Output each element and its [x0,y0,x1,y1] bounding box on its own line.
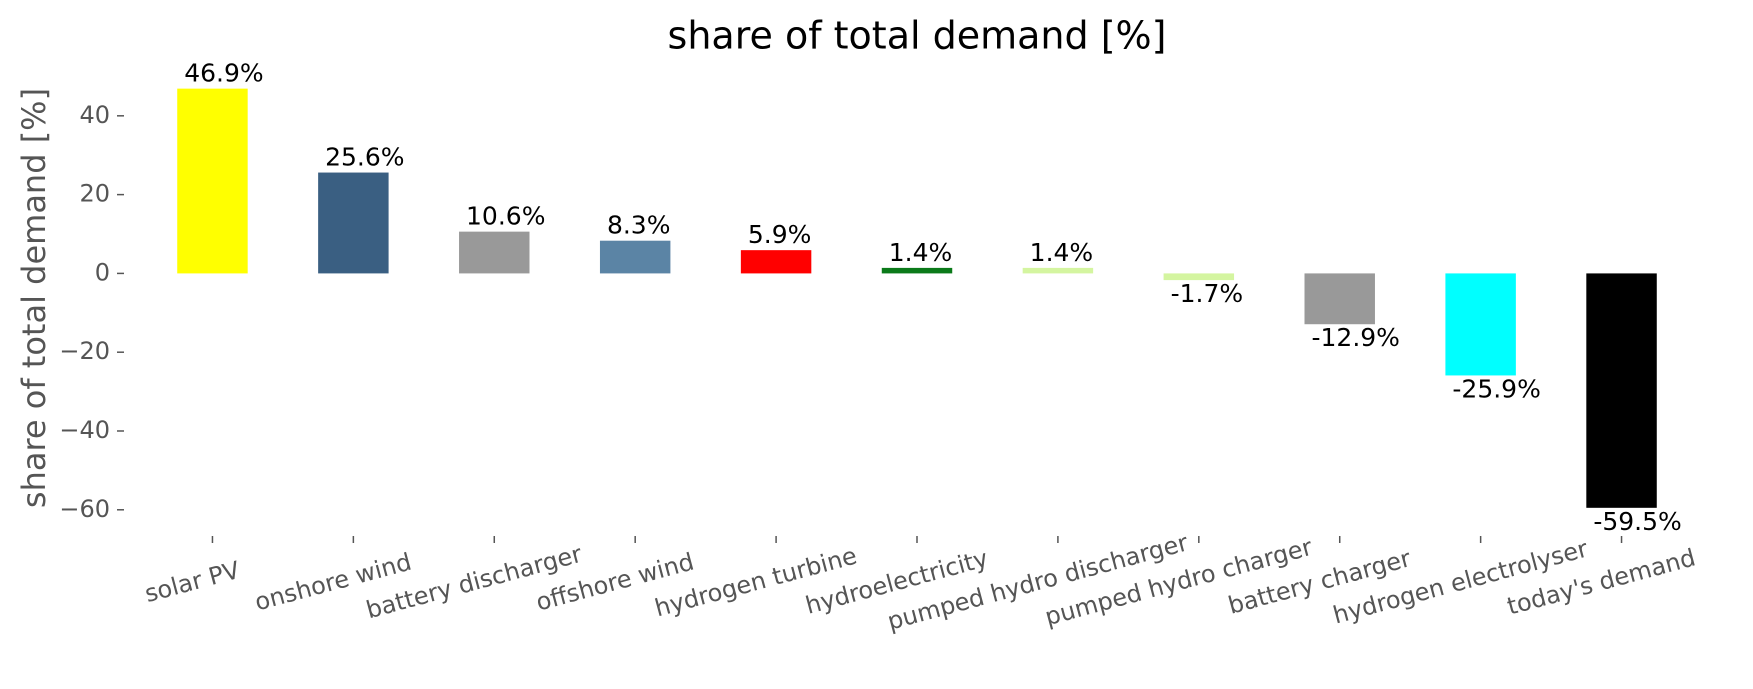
value-label: -25.9% [1452,374,1540,403]
y-tick-label: −20 [59,337,110,365]
value-label: 5.9% [748,220,812,249]
bar [1445,273,1516,376]
bar [177,88,248,274]
value-label: -12.9% [1312,323,1400,352]
y-tick-label: −40 [59,416,110,444]
value-label: 25.6% [325,143,404,172]
value-label: -1.7% [1171,279,1244,308]
value-label: 46.9% [184,59,263,88]
y-tick-label: 0 [95,258,110,286]
y-tick-label: −60 [59,495,110,523]
bar [1163,273,1235,281]
y-tick-label: 20 [79,180,110,208]
bar [459,231,530,274]
value-label: 10.6% [466,202,545,231]
bar [599,240,671,274]
bar [1304,273,1375,325]
bar [1586,273,1657,508]
bar [318,172,389,274]
value-label: 8.3% [607,211,671,240]
value-label: 1.4% [1030,238,1094,267]
value-label: -59.5% [1593,507,1681,536]
bar [740,250,812,274]
chart-title: share of total demand [%] [668,14,1167,58]
value-label: 1.4% [889,238,953,267]
bar [881,267,953,274]
y-axis-label: share of total demand [%] [15,88,53,508]
x-tick-label: solar PV [142,556,243,608]
bar [1022,267,1094,274]
y-tick-label: 40 [79,101,110,129]
